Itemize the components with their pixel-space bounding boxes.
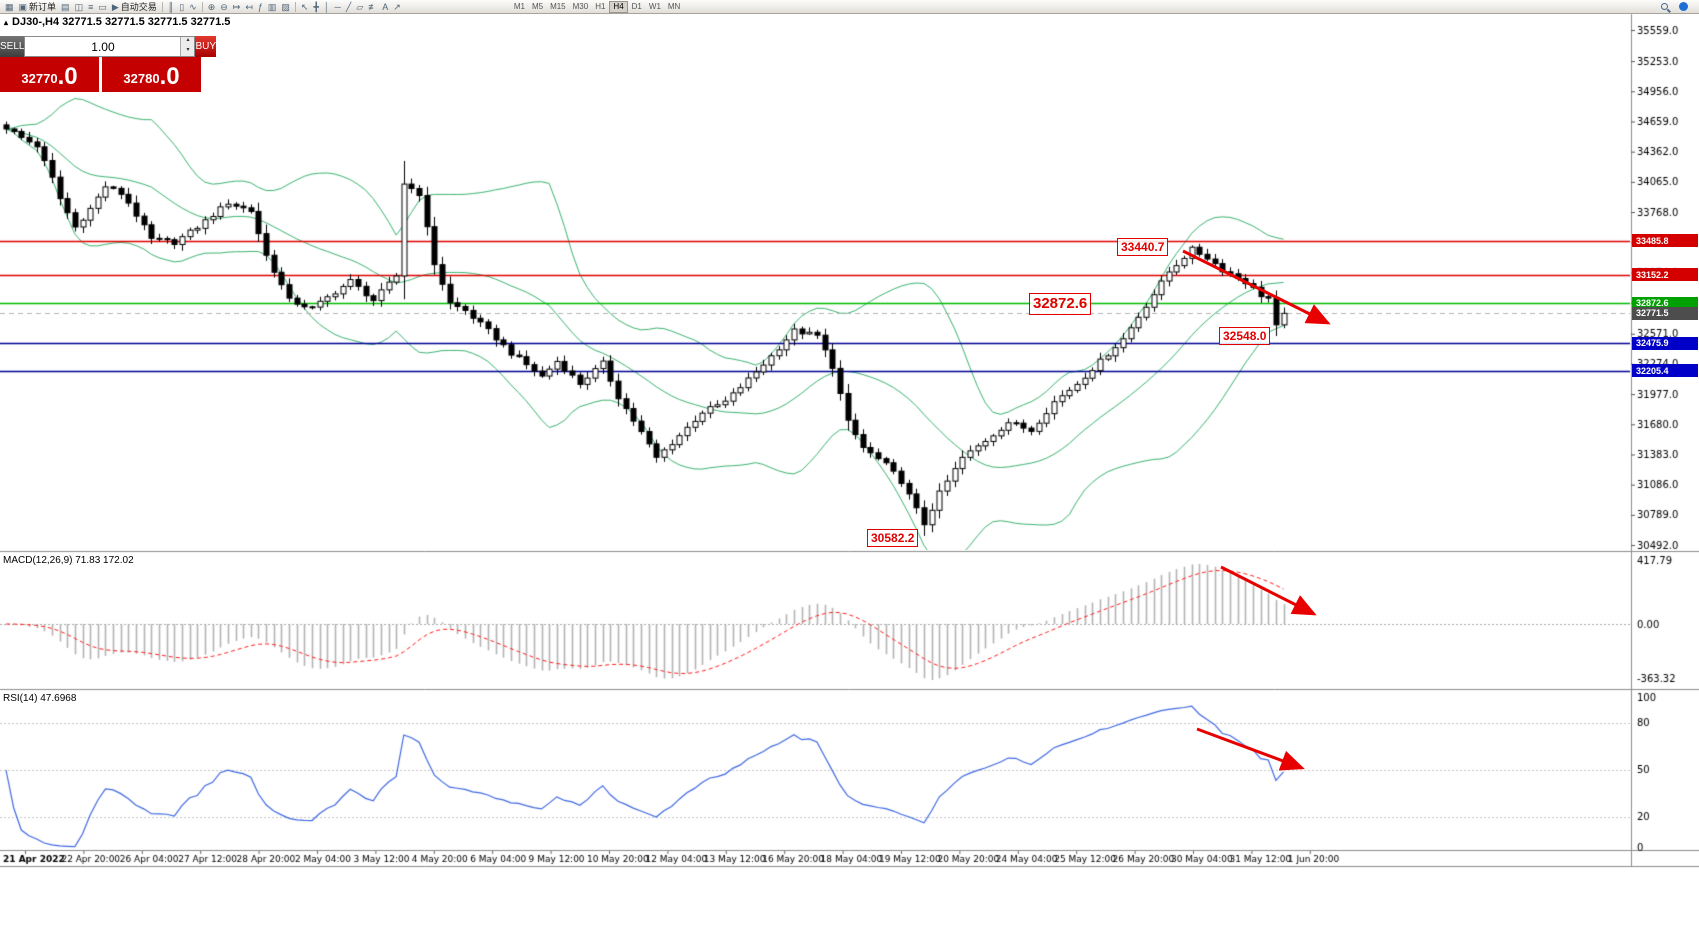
timeframe-w1[interactable]: W1 <box>648 1 661 11</box>
crosshair-icon[interactable]: ╋ <box>313 1 319 12</box>
new-order-button[interactable]: ▣ 新订单 <box>18 1 57 13</box>
blue-circle-glyph <box>1679 2 1688 11</box>
cursor-icon[interactable]: ↖ <box>300 1 309 12</box>
timeframe-h1[interactable]: H1 <box>595 1 606 11</box>
fibonacci-icon[interactable]: ≢ <box>368 1 378 12</box>
annotation-level-high[interactable]: 33440.7 <box>1117 238 1169 257</box>
chart-title-text: DJ30-,H4 32771.5 32771.5 32771.5 32771.5 <box>12 16 231 28</box>
line-chart-icon[interactable]: ∿ <box>189 1 197 12</box>
horizontal-line-icon[interactable]: ─ <box>334 1 341 12</box>
macd-label: MACD(12,26,9) 71.83 172.02 <box>3 555 134 566</box>
toolbar-left-group: ▦ ▣ 新订单 ▤ ◫ ≡ ▭ ▶ 自动交易 ║ ▯ ∿ ⊕ ⊖ ↦ ↤ ƒ ▥ ▨ ↖ ╋ │ ─ ╱ ▱ ≢ A ↗ <box>3 1 403 13</box>
community-icon[interactable] <box>1677 1 1690 13</box>
arrows-icon[interactable]: ↗ <box>393 1 401 12</box>
search-icon[interactable] <box>1659 1 1670 13</box>
templates-icon[interactable]: ▨ <box>281 1 290 12</box>
timeframe-m1[interactable]: M1 <box>513 1 525 11</box>
autotrade-button[interactable]: ▶ 自动交易 <box>111 1 157 13</box>
new-chart-icon[interactable]: ▦ <box>5 1 14 12</box>
annotation-swing-low[interactable]: 30582.2 <box>867 529 919 548</box>
volume-stepper: ▴ ▾ <box>180 37 195 56</box>
toolbar-separator <box>294 1 296 12</box>
chart-ohlc-title: ▴ DJ30-,H4 32771.5 32771.5 32771.5 32771… <box>4 16 230 28</box>
price-badge-32205.4: 32205.4 <box>1632 364 1698 378</box>
trendline-icon[interactable]: ╱ <box>345 1 352 12</box>
zoom-out-icon[interactable]: ⊖ <box>220 1 228 12</box>
magnifier-glyph <box>1661 3 1668 10</box>
sell-price-main: 32770 <box>21 71 58 86</box>
buy-price-frac: .0 <box>159 63 180 90</box>
volume-box: ▴ ▾ <box>24 36 196 57</box>
price-badge-32872.6: 32872.6 <box>1632 296 1698 310</box>
annotation-level-mid[interactable]: 32872.6 <box>1029 293 1092 316</box>
buy-price-main: 32780 <box>123 71 160 86</box>
price-badge-32475.9: 32475.9 <box>1632 336 1698 350</box>
channel-icon[interactable]: ▱ <box>356 1 364 12</box>
timeframe-mn[interactable]: MN <box>667 1 681 11</box>
vertical-line-icon[interactable]: │ <box>323 1 330 12</box>
text-label-icon[interactable]: A <box>382 1 389 12</box>
toolbar-separator <box>161 1 163 12</box>
navigator-icon[interactable]: ≡ <box>88 1 94 12</box>
chart-shift-icon[interactable]: ↤ <box>245 1 253 12</box>
data-window-icon[interactable]: ◫ <box>74 1 84 12</box>
timeframe-m15[interactable]: M15 <box>550 1 566 11</box>
periods-icon[interactable]: ▥ <box>267 1 277 12</box>
price-badge-32771.5: 32771.5 <box>1632 306 1698 320</box>
symbol-marker-icon: ▴ <box>4 17 9 27</box>
sell-price-frac: .0 <box>57 63 78 90</box>
buy-button[interactable]: BUY <box>195 36 217 57</box>
timeframe-m5[interactable]: M5 <box>531 1 544 11</box>
volume-up-icon[interactable]: ▴ <box>181 37 195 47</box>
price-badge-33152.2: 33152.2 <box>1632 268 1698 282</box>
indicators-icon[interactable]: ƒ <box>257 1 263 12</box>
timeframe-toolbar: M1 M5 M15 M30 H1 H4 D1 W1 MN <box>511 0 684 13</box>
one-click-trading-panel: SELL ▴ ▾ BUY 32770 .0 32780 .0 <box>0 36 217 92</box>
annotation-level-low[interactable]: 32548.0 <box>1219 327 1271 346</box>
terminal-icon[interactable]: ▭ <box>98 1 107 12</box>
sell-button[interactable]: SELL <box>0 36 25 57</box>
volume-input[interactable] <box>25 37 181 56</box>
buy-price-button[interactable]: 32780 .0 <box>102 57 201 92</box>
rsi-label: RSI(14) 47.6968 <box>3 693 77 704</box>
volume-down-icon[interactable]: ▾ <box>181 46 195 56</box>
auto-scroll-icon[interactable]: ↦ <box>232 1 241 12</box>
timeframe-d1[interactable]: D1 <box>631 1 642 11</box>
zoom-in-icon[interactable]: ⊕ <box>207 1 216 12</box>
price-badge-33485.8: 33485.8 <box>1632 234 1698 248</box>
sell-price-button[interactable]: 32770 .0 <box>0 57 99 92</box>
market-watch-icon[interactable]: ▤ <box>61 1 70 12</box>
toolbar-separator <box>201 1 203 12</box>
timeframe-m30[interactable]: M30 <box>572 1 589 11</box>
bar-chart-icon[interactable]: ║ <box>167 1 175 12</box>
toolbar-right-group <box>1659 1 1696 13</box>
timeframe-h4[interactable]: H4 <box>609 0 628 13</box>
toolbar: ▦ ▣ 新订单 ▤ ◫ ≡ ▭ ▶ 自动交易 ║ ▯ ∿ ⊕ ⊖ ↦ ↤ ƒ ▥ ▨ ↖ ╋ │ ─ ╱ ▱ ≢ A ↗ M1 M5 M1… <box>0 0 1699 14</box>
candlestick-chart-icon[interactable]: ▯ <box>179 1 185 12</box>
